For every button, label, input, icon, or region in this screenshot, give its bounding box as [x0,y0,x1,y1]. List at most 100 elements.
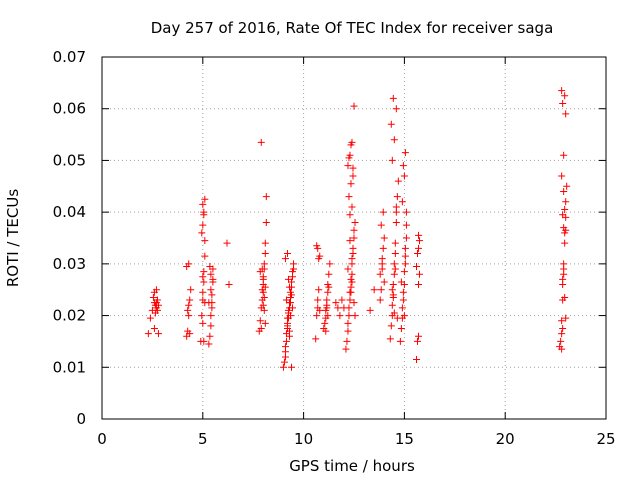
data-point [284,275,292,283]
data-point [558,87,566,95]
data-point [345,312,353,320]
data-point [561,239,569,247]
data-point [262,193,270,201]
data-point [348,203,356,211]
data-point [200,278,208,286]
data-point [391,239,399,247]
data-point [313,312,321,320]
data-point [347,141,355,149]
data-point [257,325,265,332]
data-point [393,193,401,201]
data-point [342,345,350,353]
data-point [207,286,215,294]
data-point [562,314,570,322]
data-point [349,172,357,180]
data-point [415,281,423,289]
data-point [380,234,388,242]
data-point [325,270,333,278]
chart-title: Day 257 of 2016, Rate Of TEC Index for r… [151,19,554,37]
data-point [397,278,405,286]
data-point [350,234,358,242]
data-point [201,195,209,203]
data-point [144,330,152,338]
data-point [412,356,420,364]
data-point [388,286,396,294]
data-point [350,226,358,234]
data-point [401,260,409,268]
data-point [398,198,406,206]
data-point [558,330,566,338]
data-point [387,322,395,330]
data-point [186,330,194,338]
data-point [185,312,193,320]
data-point [285,327,293,335]
data-point [288,363,296,371]
data-point [380,278,388,286]
data-point [351,312,359,320]
data-point [558,317,566,325]
data-point [399,162,407,170]
data-point [346,296,354,304]
data-point [260,306,268,314]
data-point [256,317,264,325]
data-point [349,164,357,172]
data-points [144,87,571,371]
data-point [146,314,154,322]
data-point [414,337,422,345]
data-point [205,299,213,307]
data-point [289,304,297,312]
data-point [376,270,384,278]
data-point [150,325,158,332]
data-point [152,286,160,294]
data-point [390,270,398,278]
y-tick-label: 0.06 [53,100,86,118]
data-point [324,312,332,320]
data-point [559,211,567,219]
y-tick-label: 0.04 [53,203,86,221]
data-point [416,270,424,278]
data-point [284,306,292,314]
data-point [559,275,567,283]
data-point [223,239,231,247]
data-point [257,138,265,146]
data-point [562,110,570,118]
data-point [261,283,269,291]
data-point [154,330,162,338]
data-point [286,299,294,307]
data-point [154,301,162,309]
data-point [388,156,396,164]
data-point [199,273,207,281]
data-point [392,203,400,211]
data-point [261,319,269,327]
axis-ticks [101,56,607,420]
data-point [280,358,288,366]
data-point [344,327,352,335]
data-point [149,293,157,301]
data-point [560,224,568,232]
data-point [283,314,291,322]
data-point [207,312,215,320]
data-point [314,296,322,304]
data-point [402,234,410,242]
data-point [397,325,405,332]
data-point [259,288,267,296]
data-point [414,250,422,258]
data-point [345,193,353,201]
y-tick-labels: 0 0.01 0.02 0.03 0.04 0.05 0.06 0.07 [53,48,86,428]
data-point [344,162,352,170]
data-point [389,281,397,289]
data-point [334,304,342,312]
data-point [378,255,386,263]
data-point [199,221,207,229]
data-point [261,239,269,247]
data-point [206,262,214,270]
data-point [281,255,289,263]
data-point [558,172,566,180]
data-point [366,306,374,314]
data-point [282,337,290,345]
data-point [415,244,423,252]
data-point [323,304,331,312]
x-tick-label: 15 [395,430,414,448]
data-point [208,304,216,312]
data-point [379,244,387,252]
